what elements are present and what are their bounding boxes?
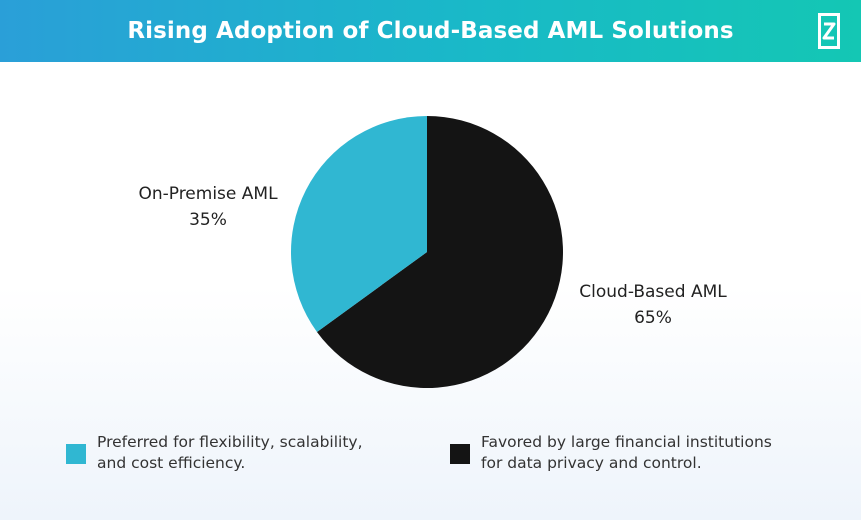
legend-text-cloud-based: Favored by large financial institutions … (481, 433, 772, 472)
slice-name-cloud-based: Cloud-Based AML (579, 282, 727, 302)
chart-title: Rising Adoption of Cloud-Based AML Solut… (127, 18, 734, 44)
slice-percent-on-premise: 35% (189, 210, 227, 230)
header-banner: Rising Adoption of Cloud-Based AML Solut… (0, 0, 861, 62)
legend-swatch-on-premise (66, 444, 86, 464)
slice-name-on-premise: On-Premise AML (138, 184, 278, 204)
legend: Preferred for flexibility, scalability, … (0, 432, 861, 492)
pie-chart (291, 116, 564, 388)
pie-slice-cloud-based (316, 116, 564, 388)
legend-item-on-premise: Preferred for flexibility, scalability, … (66, 432, 363, 474)
legend-text-on-premise: Preferred for flexibility, scalability, … (97, 433, 363, 472)
chart-area: On-Premise AML 35% Cloud-Based AML 65% (0, 62, 861, 422)
brand-logo-icon (818, 13, 840, 49)
legend-swatch-cloud-based (450, 444, 470, 464)
slice-label-on-premise: On-Premise AML 35% (128, 184, 288, 230)
legend-item-cloud-based: Favored by large financial institutions … (450, 432, 772, 474)
pie-slice-on-premise (291, 116, 427, 332)
slice-percent-cloud-based: 65% (634, 308, 672, 328)
slice-label-cloud-based: Cloud-Based AML 65% (568, 282, 738, 328)
